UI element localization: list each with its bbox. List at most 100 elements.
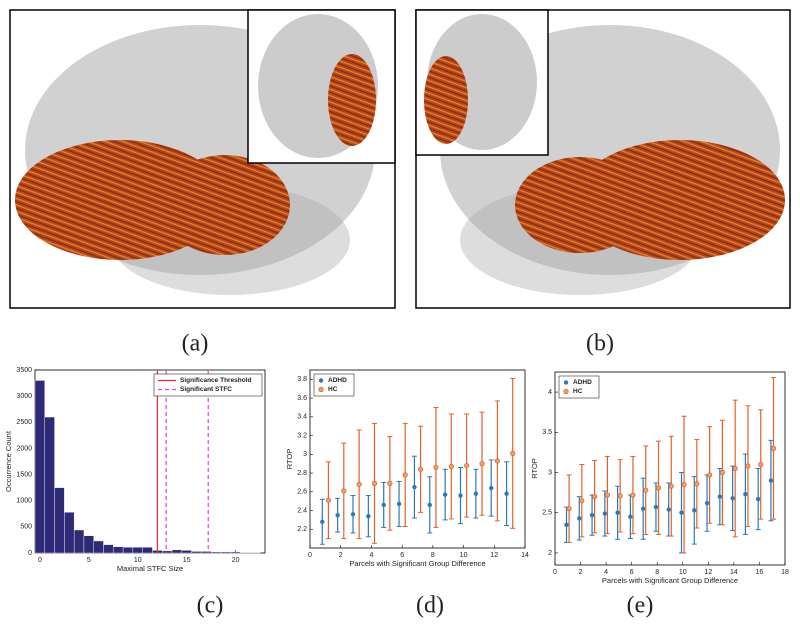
y-tick-label: 2.6 — [297, 489, 307, 496]
point — [768, 478, 774, 483]
x-tick-label: 0 — [308, 552, 312, 559]
x-tick-label: 14 — [730, 569, 738, 576]
point — [325, 497, 332, 503]
x-tick-label: 10 — [134, 557, 142, 564]
point — [655, 485, 662, 491]
x-tick-label: 10 — [679, 569, 687, 576]
y-tick-label: 3500 — [16, 367, 32, 374]
point — [630, 492, 636, 498]
point — [442, 492, 448, 497]
bar — [181, 550, 192, 554]
point — [743, 492, 748, 497]
point — [717, 494, 723, 499]
y-tick-label: 2000 — [16, 445, 32, 452]
x-axis-label: Parcels with Significant Group Differenc… — [602, 576, 738, 585]
y-tick-label: 3.5 — [542, 429, 552, 436]
point — [604, 492, 610, 498]
y-axis-label: RTOP — [530, 458, 539, 479]
point — [433, 464, 439, 471]
legend-label: HC — [573, 388, 583, 395]
y-tick-label: 4 — [548, 389, 552, 396]
legend-label: ADHD — [573, 379, 592, 386]
brain-panel-a — [9, 9, 396, 309]
legend-swatch — [318, 378, 324, 383]
point — [707, 472, 713, 478]
point — [402, 472, 408, 478]
point — [335, 513, 340, 518]
y-tick-label: 500 — [20, 524, 32, 531]
x-tick-label: 2 — [579, 569, 583, 576]
y-tick-label: 3.8 — [297, 376, 307, 383]
legend-label: HC — [328, 386, 338, 393]
point — [628, 514, 633, 519]
legend-swatch — [563, 380, 569, 385]
bar — [142, 547, 153, 554]
point — [681, 481, 687, 488]
point — [381, 502, 386, 508]
legend-label: Significant STFC — [180, 386, 232, 393]
y-tick-label: 1500 — [16, 471, 32, 478]
bar — [122, 547, 134, 554]
point — [494, 458, 500, 464]
point — [666, 507, 671, 512]
point — [371, 480, 378, 486]
x-tick-label: 0 — [553, 569, 557, 576]
point — [417, 466, 424, 472]
bar — [171, 549, 183, 554]
bar — [250, 552, 261, 554]
point — [577, 516, 582, 521]
point — [719, 469, 725, 476]
x-tick-label: 16 — [756, 569, 764, 576]
x-tick-label: 18 — [781, 569, 789, 576]
x-tick-label: 20 — [232, 557, 240, 564]
x-tick-label: 8 — [655, 569, 659, 576]
y-axis-label: RTOP — [285, 449, 294, 470]
bar — [64, 512, 75, 554]
bar — [220, 551, 231, 554]
y-tick-label: 3 — [548, 469, 552, 476]
x-tick-label: 0 — [38, 557, 42, 564]
x-tick-label: 4 — [604, 569, 608, 576]
x-tick-label: 14 — [521, 552, 529, 559]
point — [427, 502, 432, 508]
y-tick-label: 1000 — [16, 498, 32, 505]
bar — [162, 550, 173, 554]
point — [640, 506, 646, 511]
bar — [240, 552, 251, 554]
point — [510, 450, 516, 456]
bar — [191, 551, 202, 554]
point — [356, 481, 362, 487]
point — [589, 512, 595, 518]
point — [770, 445, 777, 451]
bar — [113, 546, 124, 554]
legend-swatch — [318, 386, 324, 393]
x-axis-label: Maximal STFC Size — [117, 564, 183, 573]
point — [458, 493, 463, 498]
bar — [54, 487, 65, 554]
bar — [201, 551, 212, 554]
x-tick-label: 10 — [460, 552, 468, 559]
point — [653, 504, 659, 510]
y-tick-label: 2 — [548, 550, 552, 557]
point — [704, 500, 710, 506]
y-axis-label: Occurrence Count — [4, 430, 13, 492]
point — [579, 498, 585, 504]
y-tick-label: 2.8 — [297, 470, 307, 477]
point — [602, 511, 608, 516]
panel-label: (b) — [586, 331, 614, 357]
x-axis-label: Parcels with Significant Group Differenc… — [349, 559, 485, 568]
point — [350, 512, 356, 517]
x-tick-label: 6 — [400, 552, 404, 559]
bar — [93, 540, 104, 554]
point — [564, 522, 569, 527]
legend-box — [313, 373, 355, 397]
y-tick-label: 2.2 — [297, 526, 307, 533]
y-tick-label: 3.6 — [297, 395, 307, 402]
point — [396, 501, 402, 507]
bar — [103, 544, 114, 554]
y-tick-label: 3000 — [16, 393, 32, 400]
point — [341, 488, 347, 494]
point — [592, 494, 598, 500]
y-tick-label: 3.2 — [297, 432, 307, 439]
